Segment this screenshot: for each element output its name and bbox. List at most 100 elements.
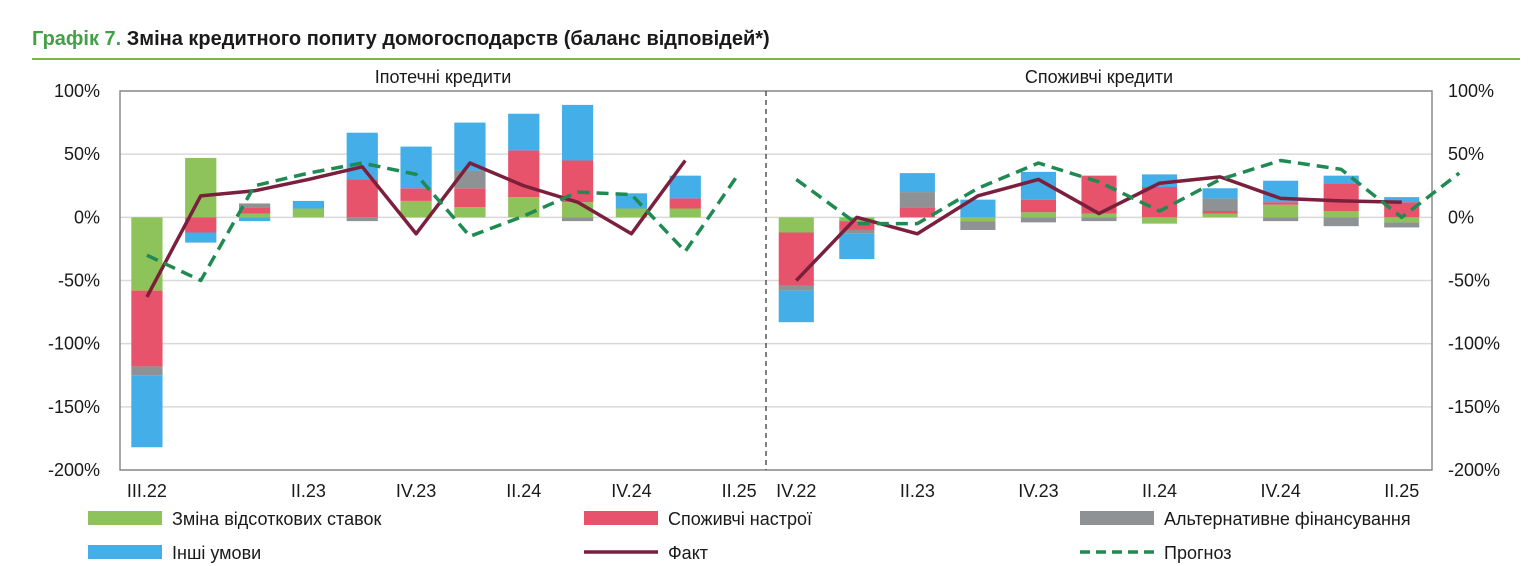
bar-other bbox=[346, 132, 378, 180]
bar-rates bbox=[1020, 212, 1057, 218]
x-tick-label: III.22 bbox=[127, 481, 167, 501]
bar-sentiment bbox=[1202, 211, 1238, 214]
bar-rates bbox=[960, 217, 996, 222]
bar-rates bbox=[238, 213, 271, 218]
legend-item-sentiment: Споживчі настрої bbox=[584, 509, 812, 529]
y-tick-label-left: 100% bbox=[54, 81, 100, 101]
legend-item-rates: Зміна відсоткових ставок bbox=[88, 509, 381, 529]
forecast-line bbox=[146, 161, 741, 283]
legend-item-other: Інші умови bbox=[88, 543, 261, 563]
panel-title: Іпотечні кредити bbox=[375, 67, 512, 87]
y-tick-label-left: -50% bbox=[58, 271, 100, 291]
bar-sentiment bbox=[400, 188, 432, 201]
bar-alt bbox=[131, 366, 163, 376]
bar-rates bbox=[292, 208, 325, 218]
y-tick-label-left: 50% bbox=[64, 144, 100, 164]
bar-sentiment bbox=[1141, 187, 1178, 218]
legend-label: Споживчі настрої bbox=[668, 509, 812, 529]
bar-rates bbox=[1384, 217, 1420, 223]
bar-other bbox=[508, 113, 540, 151]
bar-sentiment bbox=[1384, 202, 1420, 218]
bar-sentiment bbox=[346, 179, 378, 218]
bar-sentiment bbox=[1323, 183, 1359, 212]
legend-label: Інші умови bbox=[172, 543, 261, 563]
fact-line bbox=[145, 159, 687, 298]
x-tick-label: IV.23 bbox=[396, 481, 436, 501]
bar-rates bbox=[1141, 217, 1178, 224]
bar-rates bbox=[1081, 213, 1117, 218]
bar-sentiment bbox=[1020, 199, 1057, 213]
x-tick-label: IV.24 bbox=[611, 481, 651, 501]
legend-item-forecast: Прогноз bbox=[1080, 543, 1232, 563]
bar-rates bbox=[185, 157, 217, 218]
x-tick-label: II.25 bbox=[1384, 481, 1419, 501]
bar-alt bbox=[561, 217, 594, 222]
y-tick-label-right: -100% bbox=[1448, 334, 1500, 354]
legend-label: Альтернативне фінансування bbox=[1164, 509, 1411, 529]
legend-label: Факт bbox=[668, 543, 708, 563]
bar-rates bbox=[454, 207, 486, 218]
bar-other bbox=[131, 375, 163, 448]
bar-sentiment bbox=[238, 207, 271, 214]
bar-other bbox=[1323, 175, 1359, 184]
bar-other bbox=[1202, 188, 1238, 199]
bar-other bbox=[238, 217, 271, 222]
bar-other bbox=[960, 199, 996, 218]
bar-sentiment bbox=[839, 221, 875, 230]
x-tick-label: II.24 bbox=[1142, 481, 1177, 501]
y-tick-label-right: 100% bbox=[1448, 81, 1494, 101]
bar-rates bbox=[1202, 213, 1238, 218]
bar-alt bbox=[1202, 198, 1238, 212]
chart-title: Графік 7. Зміна кредитного попиту домого… bbox=[32, 28, 770, 51]
bar-alt bbox=[778, 285, 814, 291]
legend-swatch bbox=[1080, 511, 1154, 525]
bar-sentiment bbox=[131, 290, 163, 367]
bar-rates bbox=[615, 208, 648, 218]
x-tick-label: II.23 bbox=[291, 481, 326, 501]
bar-rates bbox=[400, 200, 432, 218]
legend-label: Зміна відсоткових ставок bbox=[172, 509, 381, 529]
bar-alt bbox=[238, 203, 271, 208]
x-tick-label: IV.24 bbox=[1260, 481, 1300, 501]
legend-item-fact: Факт bbox=[584, 543, 708, 563]
bar-sentiment bbox=[185, 217, 217, 233]
legend-swatch bbox=[88, 511, 162, 525]
bar-sentiment bbox=[454, 188, 486, 208]
bar-sentiment bbox=[669, 198, 701, 209]
bar-sentiment bbox=[778, 232, 814, 286]
bar-alt bbox=[1020, 217, 1057, 223]
bar-other bbox=[669, 175, 701, 199]
bar-alt bbox=[1081, 217, 1117, 222]
bar-rates bbox=[778, 217, 814, 233]
bar-sentiment bbox=[1263, 202, 1299, 205]
x-tick-label: II.25 bbox=[722, 481, 757, 501]
bar-other bbox=[292, 200, 325, 209]
legend-swatch bbox=[584, 511, 658, 525]
y-tick-label-right: -200% bbox=[1448, 460, 1500, 480]
legend-label: Прогноз bbox=[1164, 543, 1232, 563]
plot-frame bbox=[119, 90, 1433, 471]
x-tick-label: II.23 bbox=[900, 481, 935, 501]
chart-title-text: Зміна кредитного попиту домогосподарств … bbox=[126, 28, 770, 50]
y-tick-label-left: -200% bbox=[48, 460, 100, 480]
bar-alt bbox=[346, 217, 378, 222]
y-tick-label-left: -150% bbox=[48, 397, 100, 417]
title-divider bbox=[32, 58, 1520, 60]
bar-alt bbox=[899, 192, 935, 208]
bar-rates bbox=[669, 208, 701, 218]
bar-other bbox=[561, 104, 594, 161]
panel-title: Споживчі кредити bbox=[1025, 67, 1173, 87]
bar-other bbox=[839, 233, 875, 260]
y-tick-label-right: 0% bbox=[1448, 207, 1474, 227]
x-tick-label: IV.23 bbox=[1018, 481, 1058, 501]
bar-rates bbox=[1323, 211, 1359, 218]
chart-number: Графік 7. bbox=[32, 28, 122, 50]
y-tick-label-right: 50% bbox=[1448, 144, 1484, 164]
bar-alt bbox=[1263, 217, 1299, 222]
bar-rates bbox=[508, 197, 540, 218]
bar-alt bbox=[839, 229, 875, 234]
bar-alt bbox=[960, 221, 996, 230]
x-tick-label: IV.22 bbox=[776, 481, 816, 501]
bar-other bbox=[899, 173, 935, 193]
